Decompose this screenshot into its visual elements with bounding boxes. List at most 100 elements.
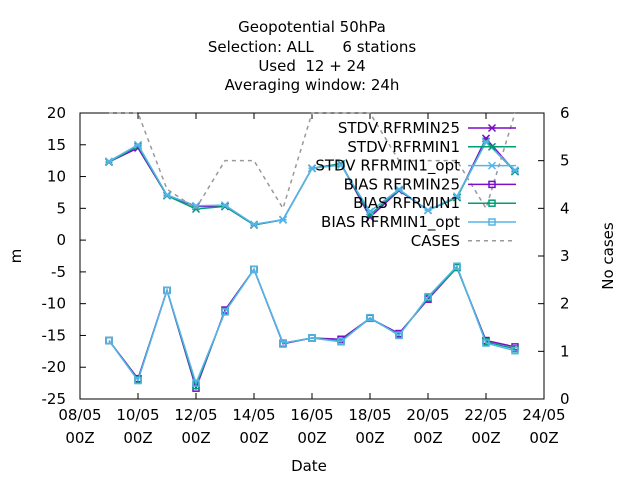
data-point [308, 334, 316, 342]
legend-item: BIAS RFRMIN1_opt [321, 213, 516, 232]
y-tick-label: 0 [56, 231, 66, 249]
y-tick-label: -5 [51, 263, 66, 281]
legend-label: BIAS RFRMIN25 [344, 175, 460, 193]
x-tick-label-date: 10/05 [116, 406, 159, 424]
y-tick-label: 10 [47, 168, 66, 186]
title-line-2: Selection: ALL 6 stations [208, 38, 416, 56]
x-tick-label-date: 12/05 [174, 406, 217, 424]
series-2 [104, 138, 520, 229]
y-tick-label: -15 [42, 326, 67, 344]
x-axis-label: Date [291, 457, 327, 475]
y2-tick-label: 6 [560, 104, 570, 122]
x-tick-label-hour: 00Z [181, 429, 210, 447]
data-point [423, 206, 433, 215]
series-line [108, 266, 516, 391]
data-point [394, 185, 404, 194]
series-line [108, 266, 516, 388]
data-point [162, 190, 172, 200]
data-point [221, 308, 229, 316]
x-tick-label-hour: 00Z [529, 429, 558, 447]
legend-label: STDV RFRMIN1 [347, 138, 460, 156]
series-5 [105, 262, 519, 387]
x-tick-label-date: 24/05 [522, 406, 565, 424]
y2-axis-label: No cases [599, 222, 617, 290]
legend-label: STDV RFRMIN25 [338, 119, 460, 137]
data-point [453, 262, 461, 270]
x-tick-label-hour: 00Z [355, 429, 384, 447]
legend-item: CASES [411, 232, 516, 250]
x-tick-label-date: 22/05 [464, 406, 507, 424]
data-point [220, 201, 230, 210]
y2-tick-label: 4 [560, 199, 570, 217]
series-line [109, 112, 516, 211]
data-point [134, 376, 142, 385]
data-point [250, 265, 258, 274]
x-tick-label-hour: 00Z [471, 429, 500, 447]
x-tick-label-date: 20/05 [406, 406, 449, 424]
legend-marker [487, 142, 497, 151]
data-point [163, 286, 171, 295]
data-point [511, 346, 519, 355]
y-tick-label: -20 [42, 358, 67, 376]
y2-tick-label: 5 [560, 152, 570, 170]
title-line-1: Geopotential 50hPa [238, 18, 386, 36]
legend-item: STDV RFRMIN1_opt [315, 157, 516, 176]
x-tick-label-date: 16/05 [290, 406, 333, 424]
data-point [481, 138, 491, 147]
data-point [336, 161, 346, 170]
data-point [452, 192, 462, 201]
data-point [191, 201, 201, 210]
data-point [278, 215, 288, 224]
legend-label: BIAS RFRMIN1_opt [321, 213, 460, 232]
x-tick-label-hour: 00Z [297, 429, 326, 447]
data-point [366, 313, 374, 322]
y2-tick-label: 3 [560, 247, 570, 265]
legend-item: BIAS RFRMIN1 [353, 194, 516, 212]
x-tick-label-hour: 00Z [65, 429, 94, 447]
plot-frame [79, 112, 545, 400]
x-tick-label-hour: 00Z [123, 429, 152, 447]
series-3 [105, 263, 519, 392]
y2-tick-label: 0 [560, 390, 570, 408]
series-line [108, 264, 516, 386]
series-4 [105, 263, 519, 390]
y-tick-label: 5 [56, 199, 66, 217]
x-tick-label-date: 08/05 [58, 406, 101, 424]
y-tick-label: 20 [47, 104, 66, 122]
y2-tick-label: 1 [560, 342, 570, 360]
data-point [104, 157, 114, 166]
data-point [249, 220, 259, 229]
y-tick-label: -25 [42, 390, 67, 408]
x-tick-label-hour: 00Z [413, 429, 442, 447]
x-tick-label-date: 18/05 [348, 406, 391, 424]
data-point [395, 331, 403, 340]
legend-marker [487, 123, 497, 133]
data-point [365, 207, 375, 216]
chart-title: Geopotential 50hPa Selection: ALL 6 stat… [208, 18, 416, 94]
data-point [279, 339, 287, 347]
data-point [307, 164, 317, 173]
data-point [336, 159, 346, 168]
data-point [510, 167, 520, 176]
legend-label: STDV RFRMIN1_opt [315, 157, 460, 176]
y-tick-label: 15 [47, 136, 66, 154]
data-point [105, 336, 113, 345]
y-axis-label: m [7, 249, 25, 264]
y-tick-label: -10 [42, 295, 67, 313]
data-point [337, 338, 345, 346]
title-line-4: Averaging window: 24h [225, 76, 400, 94]
legend-marker [488, 218, 496, 226]
legend-item: STDV RFRMIN1 [347, 138, 516, 156]
data-point [424, 292, 432, 301]
legend-label: BIAS RFRMIN1 [353, 194, 460, 212]
title-line-3: Used 12 + 24 [258, 57, 365, 75]
data-point [192, 379, 200, 387]
data-point [482, 339, 490, 347]
legend-marker [488, 180, 496, 189]
legend-item: BIAS RFRMIN25 [344, 175, 516, 193]
legend-item: STDV RFRMIN25 [338, 119, 516, 137]
series-6 [109, 112, 516, 211]
legend-label: CASES [411, 232, 460, 250]
y2-tick-label: 2 [560, 295, 570, 313]
